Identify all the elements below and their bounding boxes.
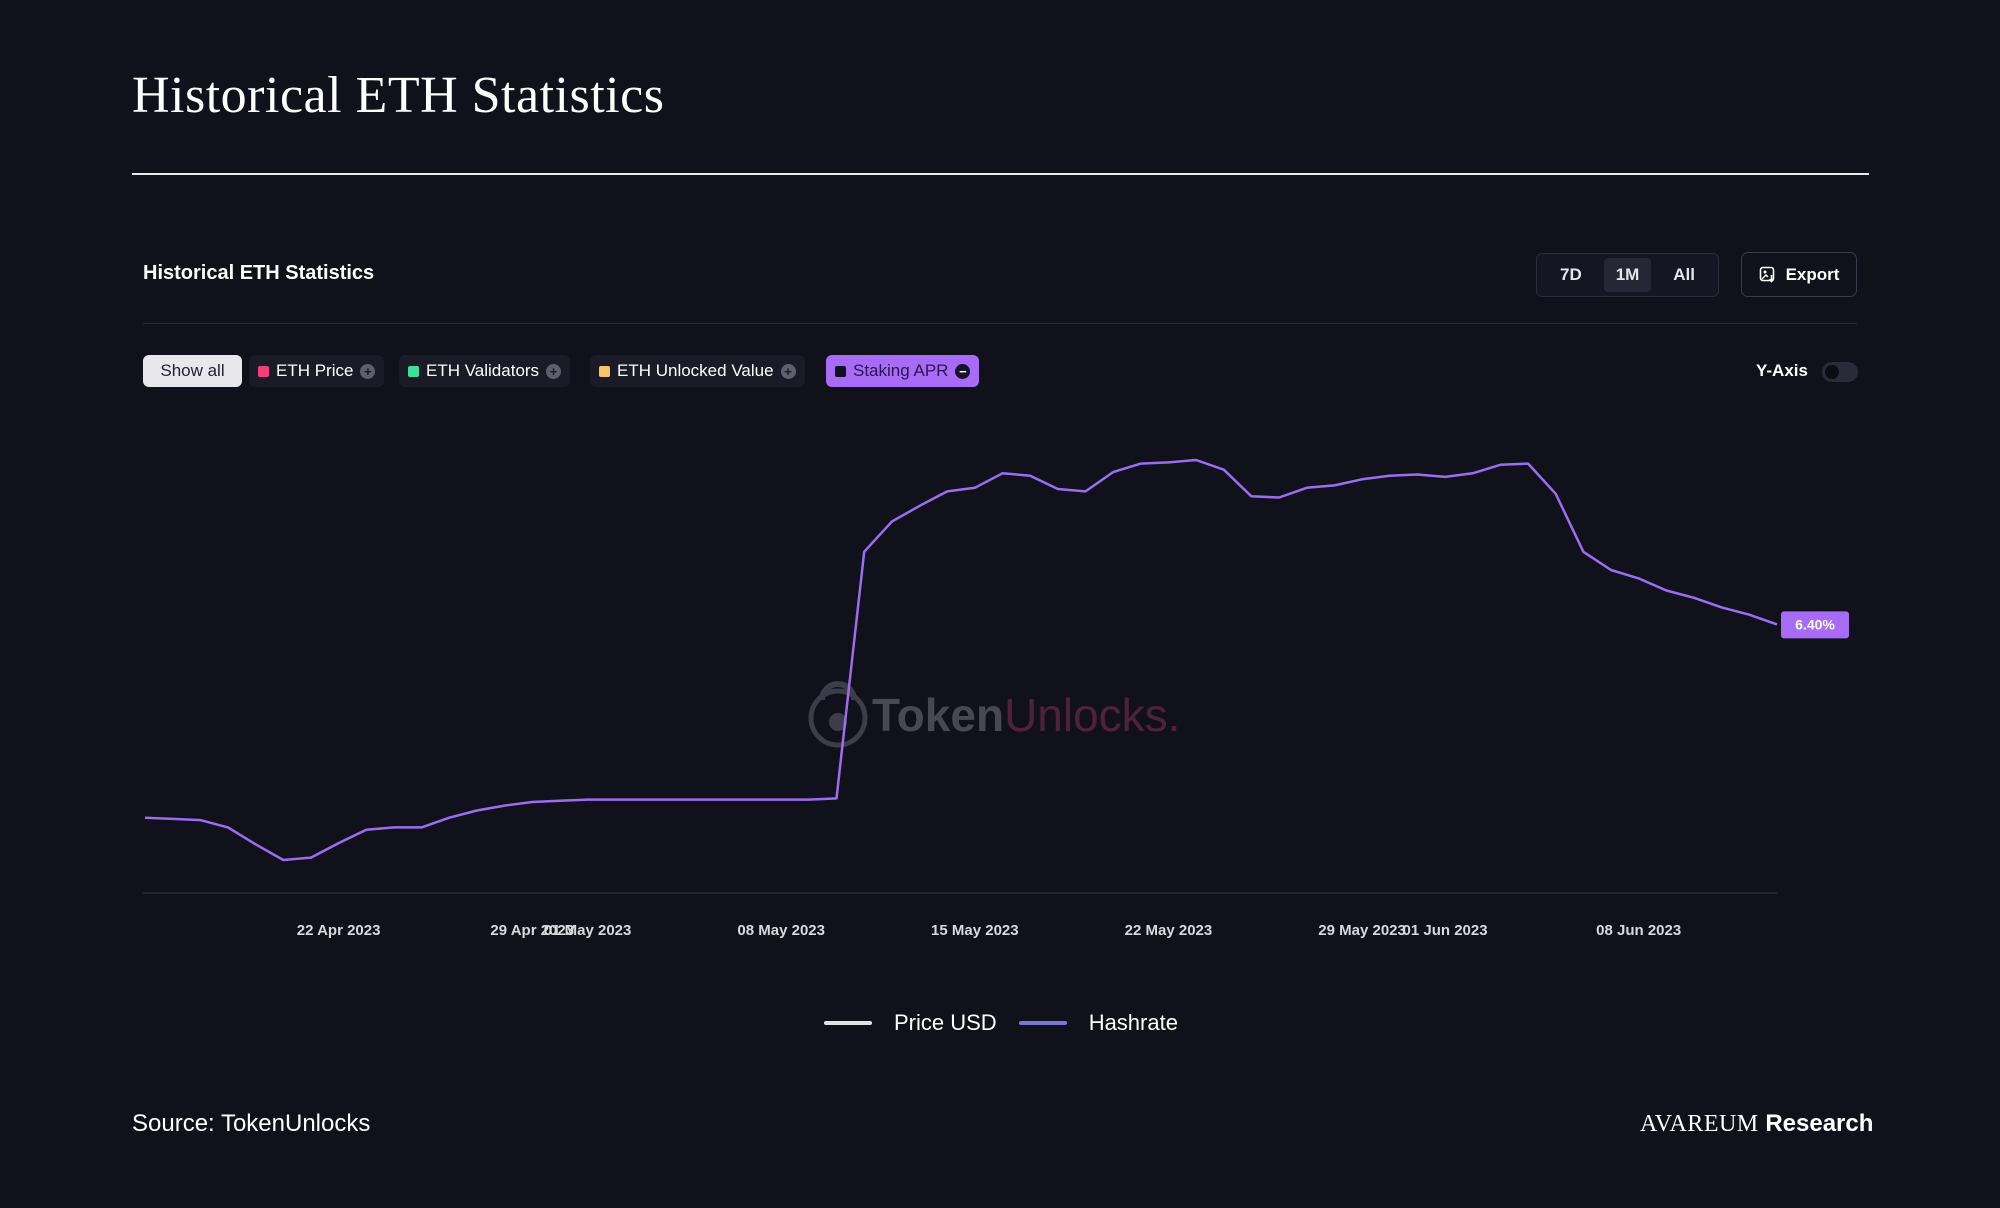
filter-chip-label: ETH Unlocked Value <box>617 361 774 380</box>
watermark-token-text: Token <box>872 689 1004 741</box>
range-selector: 7D 1M All <box>1536 253 1719 297</box>
series-line-staking-apr[interactable] <box>144 458 1778 862</box>
brand-suffix: Research <box>1765 1110 1874 1137</box>
legend-swatch <box>824 1021 872 1025</box>
plus-icon: + <box>546 363 562 379</box>
range-all-button[interactable]: All <box>1673 265 1696 284</box>
filter-chip-eth-unlocked-value[interactable]: ETH Unlocked Value + <box>590 355 805 387</box>
export-image-icon <box>1759 266 1774 283</box>
filter-chip-label: ETH Price <box>276 361 354 380</box>
yaxis-toggle[interactable] <box>1822 362 1858 382</box>
range-1m-button[interactable]: 1M <box>1603 258 1652 292</box>
x-tick-label: 29 Apr 2023 <box>490 922 574 939</box>
filter-chip-label: Staking APR <box>853 361 949 380</box>
x-tick-label: 29 May 2023 <box>1318 922 1406 939</box>
legend-item-hashrate[interactable]: Hashrate <box>1018 1010 1178 1036</box>
filter-chip-label: ETH Validators <box>426 361 540 380</box>
yaxis-label: Y-Axis <box>1756 361 1808 380</box>
page-title: Historical ETH Statistics <box>132 67 665 124</box>
eth-unlocked-value-color-swatch <box>599 365 610 377</box>
filter-chip-eth-validators[interactable]: ETH Validators + <box>399 355 571 387</box>
source-note: Source: TokenUnlocks <box>132 1110 371 1137</box>
plus-icon: + <box>780 363 796 379</box>
x-tick-label: 01 May 2023 <box>544 922 632 939</box>
card-title: Historical ETH Statistics <box>143 262 375 284</box>
brand-name: AVAREUM <box>1640 1111 1759 1137</box>
eth-validators-color-swatch <box>408 365 419 377</box>
plus-icon: + <box>360 363 376 379</box>
filter-chip-staking-apr[interactable]: Staking APR − <box>826 355 980 387</box>
show-all-button[interactable]: Show all <box>143 355 242 387</box>
brand-signature: AVAREUM Research <box>1640 1110 1873 1138</box>
x-tick-label: 01 Jun 2023 <box>1403 922 1488 939</box>
filter-chip-eth-price[interactable]: ETH Price + <box>249 355 385 387</box>
x-tick-label: 15 May 2023 <box>931 922 1019 939</box>
legend-label: Hashrate <box>1088 1010 1178 1035</box>
minus-icon: − <box>955 363 971 379</box>
series-group <box>144 458 1778 862</box>
tokenunlocks-watermark: TokenUnlocks. <box>808 681 1180 748</box>
export-label: Export <box>1785 264 1840 284</box>
svg-text:TokenUnlocks.: TokenUnlocks. <box>872 689 1180 741</box>
end-value-badge <box>1781 611 1849 639</box>
x-tick-label: 08 Jun 2023 <box>1596 922 1681 939</box>
eth-price-color-swatch <box>258 365 269 377</box>
watermark-unlocks-text: Unlocks. <box>1004 689 1180 741</box>
legend-label: Price USD <box>894 1010 997 1035</box>
toggle-knob <box>1825 365 1839 379</box>
legend-swatch <box>1018 1021 1067 1025</box>
title-divider <box>132 173 1869 175</box>
padlock-icon <box>808 681 868 748</box>
x-tick-label: 22 May 2023 <box>1125 922 1213 939</box>
end-value-label: 6.40% <box>1781 611 1849 639</box>
range-7d-button[interactable]: 7D <box>1559 265 1582 284</box>
staking-apr-color-swatch <box>835 365 846 377</box>
x-tick-label: 08 May 2023 <box>737 922 825 939</box>
card-divider <box>143 323 1857 324</box>
legend-item-price-usd[interactable]: Price USD <box>824 1010 997 1036</box>
x-tick-label: 22 Apr 2023 <box>297 922 381 939</box>
chart-legend: Price USD Hashrate <box>824 1010 1200 1036</box>
end-value-text: 6.40% <box>1795 616 1835 632</box>
export-button[interactable]: Export <box>1741 252 1857 297</box>
